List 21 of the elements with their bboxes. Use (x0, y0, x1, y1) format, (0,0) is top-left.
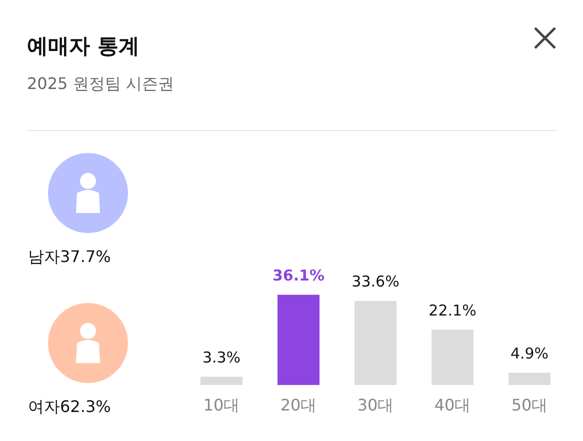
bar (278, 294, 320, 385)
x-tick-label: 20대 (280, 396, 317, 414)
data-label: 22.1% (428, 301, 476, 320)
x-tick-label: 10대 (203, 396, 240, 414)
text: 37.7% (60, 247, 111, 266)
bar (432, 330, 474, 385)
data-label: 33.6% (352, 272, 400, 290)
text: 62.3% (60, 397, 111, 416)
bar (508, 372, 550, 385)
text: 2025 원정팀 시즌권 (27, 74, 174, 95)
category-label: 여자 (28, 397, 60, 416)
x-tick-label: 30대 (357, 396, 394, 414)
x-tick-label: 50대 (511, 396, 548, 414)
text: 예매자 통계 (27, 33, 140, 60)
data-label: 3.3% (202, 348, 241, 366)
data-label: 36.1% (272, 266, 325, 284)
data-label: 4.9% (510, 344, 549, 362)
bar (354, 301, 396, 385)
x-tick-label: 40대 (434, 396, 471, 414)
category-label: 남자 (28, 247, 60, 266)
bar (200, 376, 242, 385)
